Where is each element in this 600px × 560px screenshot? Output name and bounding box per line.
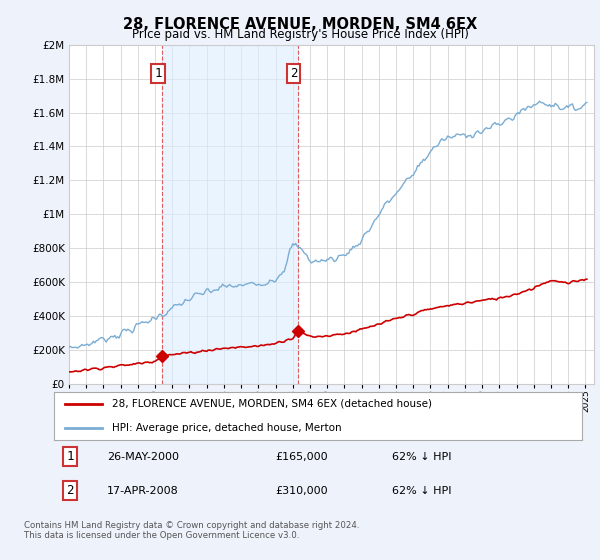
- Text: 28, FLORENCE AVENUE, MORDEN, SM4 6EX: 28, FLORENCE AVENUE, MORDEN, SM4 6EX: [123, 17, 477, 32]
- Text: 1: 1: [66, 450, 74, 463]
- Text: 2: 2: [290, 67, 297, 80]
- Text: 28, FLORENCE AVENUE, MORDEN, SM4 6EX (detached house): 28, FLORENCE AVENUE, MORDEN, SM4 6EX (de…: [112, 399, 432, 409]
- Text: 17-APR-2008: 17-APR-2008: [107, 486, 179, 496]
- Text: HPI: Average price, detached house, Merton: HPI: Average price, detached house, Mert…: [112, 423, 342, 433]
- Bar: [162, 45, 298, 384]
- Text: £310,000: £310,000: [276, 486, 328, 496]
- Text: 26-MAY-2000: 26-MAY-2000: [107, 451, 179, 461]
- Text: £165,000: £165,000: [276, 451, 328, 461]
- Text: Price paid vs. HM Land Registry's House Price Index (HPI): Price paid vs. HM Land Registry's House …: [131, 28, 469, 41]
- Text: 2: 2: [66, 484, 74, 497]
- Text: Contains HM Land Registry data © Crown copyright and database right 2024.
This d: Contains HM Land Registry data © Crown c…: [24, 521, 359, 540]
- Text: 62% ↓ HPI: 62% ↓ HPI: [392, 486, 451, 496]
- Text: 1: 1: [154, 67, 161, 80]
- Text: 62% ↓ HPI: 62% ↓ HPI: [392, 451, 451, 461]
